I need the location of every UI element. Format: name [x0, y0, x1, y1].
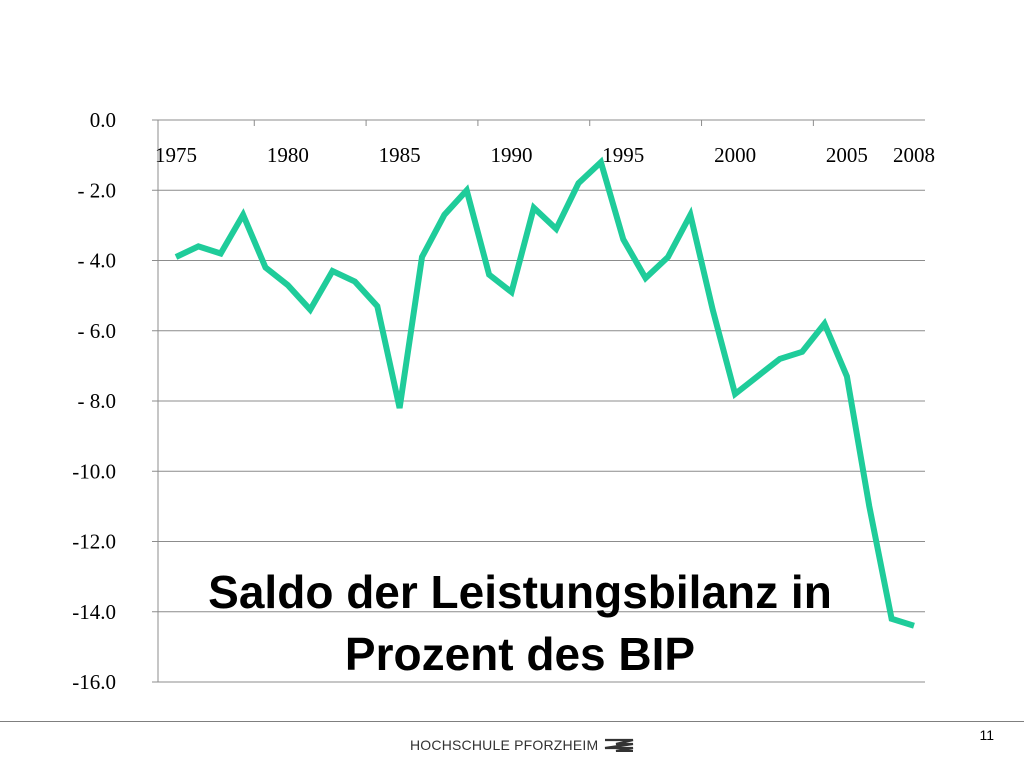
page-number: 11	[979, 727, 994, 743]
y-tick-label: -14.0	[72, 600, 116, 624]
chart-title-line-1: Saldo der Leistungsbilanz in	[208, 566, 832, 618]
x-tick-label: 2008	[893, 143, 935, 167]
line-chart: 0.0 - 2.0 - 4.0 - 6.0 - 8.0 -10.0 -12.0 -14.0 -1…	[72, 108, 935, 694]
y-tick-label: - 8.0	[78, 389, 117, 413]
y-tick-label: 0.0	[90, 108, 116, 132]
gridlines	[158, 189, 925, 683]
footer-brand-label: HOCHSCHULE PFORZHEIM	[410, 737, 599, 753]
footer-divider	[0, 721, 1024, 722]
y-tick-label: - 2.0	[78, 178, 117, 202]
x-tick-label: 2000	[714, 143, 756, 167]
y-tick-label: -16.0	[72, 670, 116, 694]
y-tick-labels: 0.0 - 2.0 - 4.0 - 6.0 - 8.0 -10.0 -12.0 -14.0 -1…	[72, 108, 116, 694]
chart-title: Saldo der Leistungsbilanz in Prozent des…	[208, 566, 832, 680]
y-tick-label: - 6.0	[78, 319, 117, 343]
series-layer	[174, 156, 915, 629]
y-tick-label: -12.0	[72, 530, 116, 554]
y-tick-label: -10.0	[72, 459, 116, 483]
x-tick-label: 1985	[379, 143, 421, 167]
x-tick-label: 2005	[826, 143, 868, 167]
x-tick-labels: 1975 1980 1985 1990 1995 2000 2005 2008	[155, 143, 935, 167]
y-axis	[152, 119, 159, 683]
chart-title-line-2: Prozent des BIP	[345, 628, 695, 680]
footer-brand: HOCHSCHULE PFORZHEIM	[410, 736, 634, 754]
x-tick-label: 1980	[267, 143, 309, 167]
x-tick-label: 1995	[602, 143, 644, 167]
x-axis	[158, 119, 925, 126]
x-tick-label: 1975	[155, 143, 197, 167]
y-tick-label: - 4.0	[78, 249, 117, 273]
university-logo-icon	[605, 738, 634, 752]
series-line	[174, 156, 915, 629]
x-tick-label: 1990	[490, 143, 532, 167]
